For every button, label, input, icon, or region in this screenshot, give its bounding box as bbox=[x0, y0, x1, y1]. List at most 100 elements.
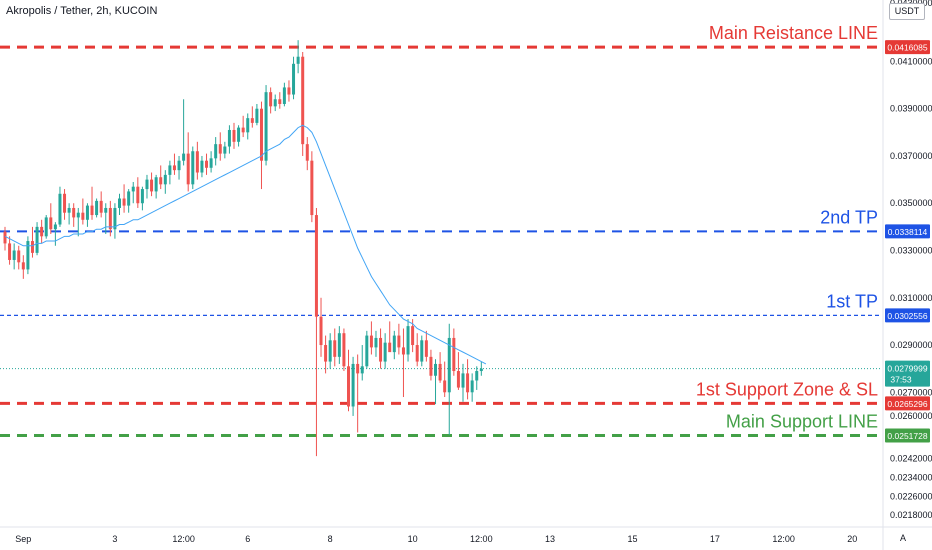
candle bbox=[67, 203, 71, 225]
currency-selector[interactable]: USDT bbox=[889, 3, 925, 20]
candle bbox=[227, 125, 231, 154]
candle bbox=[452, 328, 456, 376]
x-tick-label: 12:00 bbox=[772, 534, 795, 544]
candle-body bbox=[44, 217, 48, 237]
candle-body bbox=[246, 118, 250, 133]
level-price-label: 0.0338114 bbox=[888, 227, 928, 237]
candle bbox=[269, 87, 273, 114]
candle bbox=[324, 335, 328, 374]
candle bbox=[49, 203, 53, 234]
candle-body bbox=[232, 129, 236, 142]
candle-body bbox=[269, 92, 273, 107]
candle-body bbox=[186, 153, 190, 185]
candle bbox=[411, 319, 415, 353]
candle-body bbox=[168, 165, 172, 175]
candle bbox=[35, 222, 39, 256]
candle bbox=[255, 103, 259, 126]
candle-body bbox=[301, 56, 305, 145]
candle-body bbox=[438, 363, 442, 381]
candle bbox=[383, 333, 387, 369]
candle-body bbox=[17, 250, 21, 263]
candle bbox=[250, 106, 254, 128]
candle bbox=[214, 137, 218, 166]
candle bbox=[26, 236, 30, 275]
candle bbox=[108, 200, 112, 237]
candle bbox=[434, 359, 438, 405]
candle-body bbox=[397, 335, 401, 348]
candle-body bbox=[388, 342, 392, 353]
y-tick-label: 0.0226000 bbox=[890, 491, 932, 501]
candle-body bbox=[104, 207, 108, 213]
candle bbox=[328, 333, 332, 369]
y-tick-label: 0.0390000 bbox=[890, 104, 932, 114]
candle bbox=[282, 82, 286, 107]
x-tick-label: 10 bbox=[408, 534, 418, 544]
candle-body bbox=[287, 87, 291, 95]
candle-body bbox=[342, 333, 346, 367]
candle bbox=[241, 115, 245, 138]
candle-body bbox=[241, 127, 245, 133]
level-price-label: 0.0302556 bbox=[887, 311, 927, 321]
candle bbox=[369, 321, 373, 355]
candle bbox=[186, 132, 190, 192]
candle bbox=[118, 193, 121, 216]
candle bbox=[17, 245, 21, 270]
x-tick-label: 12:00 bbox=[172, 534, 195, 544]
candle-body bbox=[12, 250, 16, 260]
candle bbox=[470, 373, 474, 402]
candle bbox=[273, 94, 277, 112]
candle-body bbox=[67, 207, 71, 213]
x-tick-label: 8 bbox=[328, 534, 333, 544]
candle-body bbox=[95, 200, 99, 216]
y-tick-label: 0.0260000 bbox=[890, 411, 932, 421]
y-tick-label: 0.0270000 bbox=[890, 387, 932, 397]
candle-body bbox=[127, 191, 131, 206]
candle bbox=[264, 85, 268, 166]
candle bbox=[365, 330, 369, 369]
candle-body bbox=[324, 345, 328, 362]
level-price-badge bbox=[885, 224, 930, 239]
level-price-badge bbox=[885, 40, 930, 55]
candle-body bbox=[163, 174, 167, 185]
x-tick-label: 3 bbox=[112, 534, 117, 544]
candle bbox=[438, 352, 442, 383]
candle bbox=[333, 328, 337, 367]
candle-body bbox=[282, 87, 286, 104]
candle bbox=[424, 330, 428, 362]
candle-body bbox=[172, 165, 176, 171]
candle bbox=[195, 141, 199, 180]
candle bbox=[401, 328, 405, 398]
candle-body bbox=[30, 241, 34, 253]
candle-body bbox=[296, 56, 300, 64]
candle-body bbox=[475, 371, 479, 381]
auto-scale-button[interactable]: A bbox=[900, 533, 907, 543]
candle-body bbox=[347, 366, 350, 407]
candle-body bbox=[360, 366, 364, 374]
candle-body bbox=[85, 205, 89, 220]
y-tick-label: 0.0410000 bbox=[890, 56, 932, 66]
candle bbox=[310, 151, 314, 223]
x-tick-label: 15 bbox=[627, 534, 637, 544]
candle-body bbox=[328, 340, 332, 362]
candle-body bbox=[333, 340, 337, 357]
candle bbox=[347, 349, 350, 412]
candle-body bbox=[461, 373, 465, 388]
candle bbox=[76, 207, 80, 237]
candle bbox=[191, 146, 195, 190]
x-tick-label: 12:00 bbox=[470, 534, 493, 544]
candle bbox=[246, 113, 250, 140]
candle-body bbox=[35, 226, 39, 253]
candle bbox=[443, 361, 447, 398]
candle-body bbox=[209, 158, 213, 168]
level-price-badge bbox=[885, 428, 930, 443]
candle-body bbox=[154, 177, 158, 192]
candle-body bbox=[365, 335, 369, 367]
candle-body bbox=[479, 368, 483, 372]
candle-body bbox=[292, 63, 296, 95]
candle-body bbox=[223, 146, 227, 154]
candle-body bbox=[58, 193, 62, 225]
candle-body bbox=[278, 99, 282, 104]
level-name-label: Main Reistance LINE bbox=[709, 23, 878, 43]
candle-body bbox=[337, 333, 341, 357]
